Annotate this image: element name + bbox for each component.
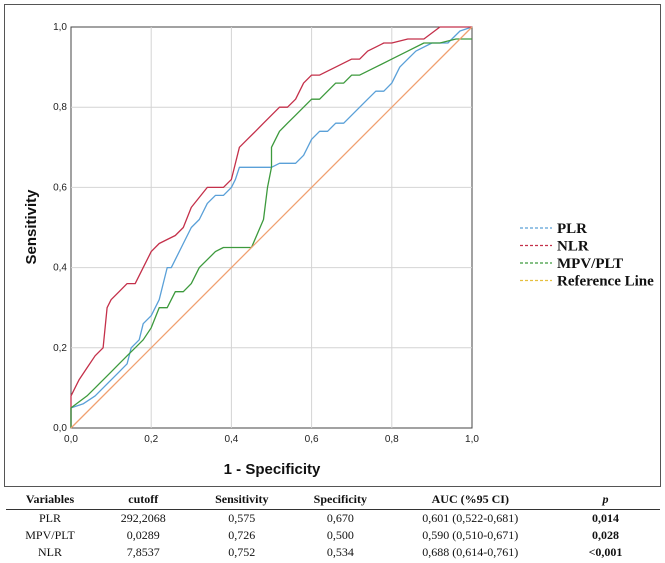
cell-variable: MPV/PLT [25, 528, 75, 542]
legend-item-reference-line: Reference Line [520, 274, 654, 290]
series-layer [70, 26, 473, 429]
x-axis-title: 1 - Specificity [224, 461, 321, 478]
header-auc: AUC (%95 CI) [389, 490, 551, 510]
header-specificity: Specificity [291, 490, 390, 510]
y-tick-label: 0,8 [53, 102, 67, 113]
series-line-plr [70, 26, 473, 428]
tick-labels: 0,0 0,2 0,4 0,6 0,8 1,0 0,0 0,2 0,4 0,6 0,8 1,0 [53, 22, 479, 445]
y-tick-label: 0,2 [53, 343, 67, 354]
cell-sensitivity: 0,726 [228, 528, 256, 542]
cell-auc: 0,590 (0,510-0,671) [422, 528, 519, 542]
header-variables: Variables [6, 490, 95, 510]
x-tick-label: 0,2 [144, 434, 158, 445]
table-row: NLR 7,8537 0,752 0,534 0,688 (0,614-0,76… [6, 544, 660, 561]
cell-specificity: 0,500 [326, 528, 354, 542]
cell-sensitivity: 0,575 [228, 511, 256, 525]
cell-auc: 0,601 (0,522-0,681) [422, 511, 519, 525]
x-tick-label: 0,0 [64, 434, 78, 445]
legend-label: PLR [557, 221, 587, 237]
table-row: MPV/PLT 0,0289 0,726 0,500 0,590 (0,510-… [6, 527, 660, 544]
cell-cutoff: 0,0289 [126, 528, 160, 542]
x-tick-label: 0,8 [385, 434, 399, 445]
x-tick-label: 0,6 [305, 434, 319, 445]
legend-label: Reference Line [557, 274, 654, 290]
y-tick-label: 0,0 [53, 423, 67, 434]
legend-item-mpv-plt: MPV/PLT [520, 256, 623, 272]
cell-sensitivity: 0,752 [228, 545, 256, 559]
x-tick-label: 0,4 [224, 434, 238, 445]
header-cutoff: cutoff [94, 490, 193, 510]
legend-item-plr: PLR [520, 221, 587, 237]
cell-p: <0,001 [588, 545, 623, 559]
cell-p: 0,014 [591, 511, 619, 525]
header-p: p [550, 490, 660, 510]
legend-label: NLR [557, 239, 589, 255]
roc-chart: 0,0 0,2 0,4 0,6 0,8 1,0 0,0 0,2 0,4 0,6 0,8 1,0 1 -… [23, 22, 654, 478]
chart-frame [4, 4, 661, 487]
table-row: PLR 292,2068 0,575 0,670 0,601 (0,522-0,… [6, 510, 660, 528]
cell-p: 0,028 [591, 528, 619, 542]
series-line-mpv-plt [70, 38, 472, 428]
y-tick-label: 0,4 [53, 263, 67, 274]
series-line-reference-line [70, 26, 473, 429]
cell-specificity: 0,534 [326, 545, 354, 559]
cell-cutoff: 292,2068 [120, 511, 166, 525]
y-tick-label: 0,6 [53, 182, 67, 193]
grid [71, 27, 472, 428]
results-table: Variables cutoff Sensitivity Specificity… [6, 490, 660, 561]
y-axis-title: Sensitivity [23, 189, 40, 265]
header-sensitivity: Sensitivity [192, 490, 292, 510]
cell-auc: 0,688 (0,614-0,761) [422, 545, 519, 559]
y-tick-label: 1,0 [53, 22, 67, 33]
cell-cutoff: 7,8537 [126, 545, 160, 559]
series-line-nlr [70, 26, 472, 428]
legend-label: MPV/PLT [557, 256, 623, 272]
cell-variable: PLR [39, 511, 62, 525]
cell-variable: NLR [38, 545, 63, 559]
cell-specificity: 0,670 [326, 511, 354, 525]
table-header-row: Variables cutoff Sensitivity Specificity… [6, 490, 660, 510]
legend-item-nlr: NLR [520, 239, 589, 255]
x-tick-label: 1,0 [465, 434, 479, 445]
